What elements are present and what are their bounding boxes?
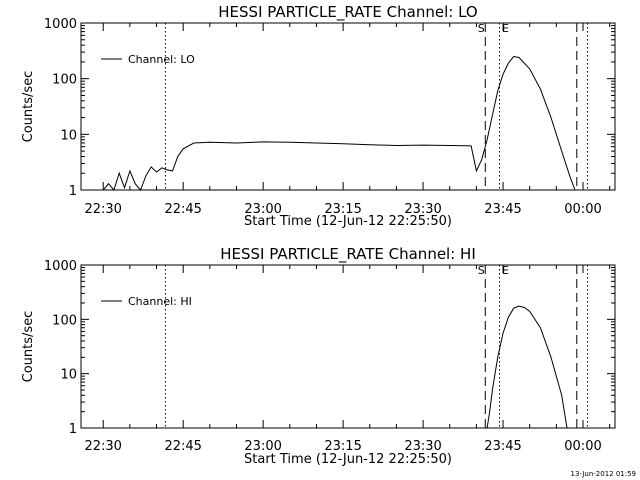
x-tick-label: 00:00: [564, 439, 601, 454]
y-axis-label: Counts/sec: [21, 71, 36, 143]
legend-entry: Channel: HI: [128, 295, 192, 308]
x-axis-label: Start Time (12-Jun-12 22:25:50): [244, 452, 452, 467]
data-series-line: [486, 305, 568, 429]
x-tick-label: 23:45: [484, 202, 521, 217]
y-tick-label: 1: [69, 422, 77, 437]
footer-timestamp: 13-Jun-2012 01:59: [571, 470, 637, 478]
event-marker-label: E: [502, 22, 509, 35]
chart-title: HESSI PARTICLE_RATE Channel: LO: [218, 3, 477, 22]
y-tick-label: 10: [60, 128, 77, 143]
x-tick-label: 23:30: [404, 439, 441, 454]
y-tick-label: 100: [52, 313, 77, 328]
chart-panel-hi: HESSI PARTICLE_RATE Channel: HI 1 10 100 100…: [21, 245, 616, 467]
x-tick-label: 22:45: [164, 439, 201, 454]
y-tick-label: 10: [60, 368, 77, 383]
event-marker-label: S: [478, 22, 485, 35]
x-tick-label: 22:30: [84, 439, 121, 454]
x-tick-label: 23:00: [244, 202, 281, 217]
y-axis-label: Counts/sec: [21, 311, 36, 383]
x-tick-label: 23:45: [484, 439, 521, 454]
event-marker-label: S: [478, 264, 485, 277]
x-axis-label: Start Time (12-Jun-12 22:25:50): [244, 214, 452, 229]
x-tick-label: 23:30: [404, 202, 441, 217]
event-marker-label: E: [502, 264, 509, 277]
x-tick-label: 23:15: [324, 439, 361, 454]
y-tick-label: 1: [69, 184, 77, 199]
x-tick-label: 23:00: [244, 439, 281, 454]
data-series-line: [81, 55, 589, 192]
plot-frame: [80, 22, 616, 191]
y-tick-label: 1000: [44, 259, 77, 274]
chart-panel-lo: HESSI PARTICLE_RATE Channel: LO 1 10 100 100…: [21, 3, 616, 229]
y-tick-label: 1000: [44, 17, 77, 32]
x-tick-label: 23:15: [324, 202, 361, 217]
chart-title: HESSI PARTICLE_RATE Channel: HI: [220, 245, 476, 264]
legend-entry: Channel: LO: [128, 53, 195, 66]
x-tick-label: 22:30: [84, 202, 121, 217]
x-tick-label: 00:00: [564, 202, 601, 217]
y-tick-label: 100: [52, 73, 77, 88]
x-tick-label: 22:45: [164, 202, 201, 217]
plot-frame: [80, 264, 616, 429]
